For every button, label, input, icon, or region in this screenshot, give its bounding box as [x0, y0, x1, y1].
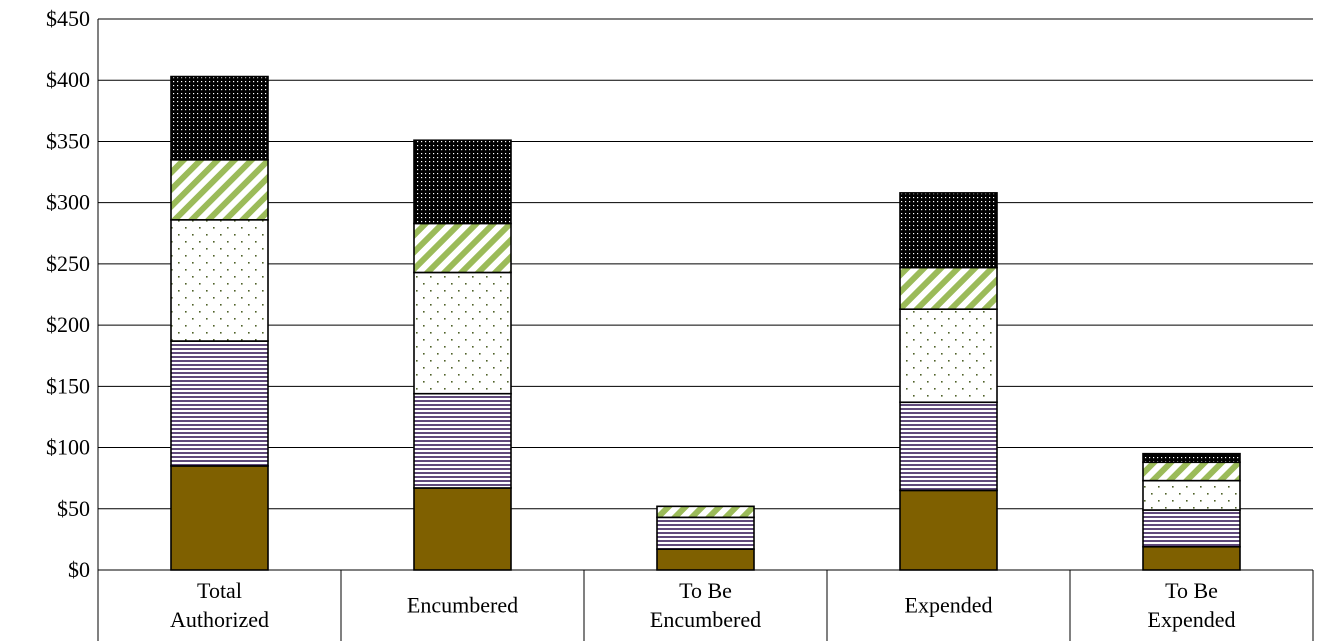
axis-frame: [97, 19, 1313, 641]
bar-segment: [656, 516, 755, 550]
y-tick-label: $250: [46, 251, 90, 276]
bar-segment: [170, 219, 269, 342]
x-axis-category-table: Total Authorized Encumbered To Be Encumbered…: [97, 570, 1314, 641]
bar-segment: [413, 139, 512, 225]
x-category-label: Encumbered: [407, 593, 518, 618]
bar-segment: [656, 548, 755, 571]
bar-segment: [170, 340, 269, 467]
x-category-label: To Be Encumbered: [650, 578, 761, 632]
bar-segment: [413, 487, 512, 571]
bar-segment: [656, 505, 755, 519]
bar-segment: [899, 489, 998, 571]
bar-segment: [413, 392, 512, 489]
bar-segment: [170, 465, 269, 571]
y-tick-label: $350: [46, 128, 90, 153]
y-axis-tick-labels: $0 $50 $100 $150 $200 $250 $300 $350 $400 $450: [46, 6, 90, 582]
y-tick-label: $0: [68, 557, 90, 582]
y-tick-label: $150: [46, 373, 90, 398]
y-tick-label: $100: [46, 435, 90, 460]
bar-segment: [413, 222, 512, 274]
bar-segment: [170, 75, 269, 161]
x-category-label: To Be Expended: [1148, 578, 1236, 632]
gridlines: [98, 18, 1313, 510]
bar-segment: [170, 159, 269, 221]
x-category-label: Expended: [905, 593, 993, 618]
y-tick-label: $50: [57, 496, 90, 521]
bar-segment: [899, 401, 998, 492]
bar-stacks: [170, 75, 1241, 571]
bar-segment: [1142, 461, 1241, 482]
bar-segment: [1142, 452, 1241, 464]
y-tick-label: $450: [46, 6, 90, 31]
y-tick-label: $200: [46, 312, 90, 337]
bar-segment: [899, 192, 998, 269]
y-tick-label: $400: [46, 67, 90, 92]
bar-segment: [899, 308, 998, 404]
x-category-label: Total Authorized: [170, 578, 269, 632]
y-tick-label: $300: [46, 190, 90, 215]
bar-segment: [899, 266, 998, 310]
bar-segment: [413, 271, 512, 395]
bar-segment: [1142, 545, 1241, 571]
bar-segment: [1142, 509, 1241, 548]
bar-segment: [1142, 479, 1241, 511]
